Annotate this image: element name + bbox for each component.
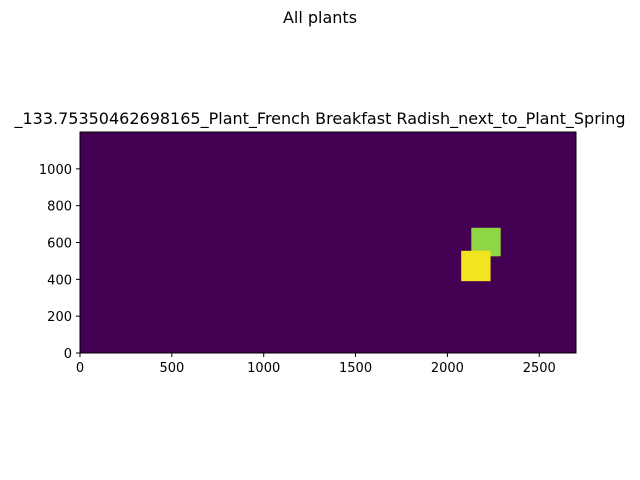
x-tick-label: 1000 xyxy=(247,361,280,376)
y-tick-label: 400 xyxy=(47,273,72,288)
figure-suptitle: All plants xyxy=(283,8,357,27)
x-tick-label: 2500 xyxy=(523,361,556,376)
y-tick-label: 600 xyxy=(47,237,72,252)
heatmap-background xyxy=(80,132,576,353)
x-tick-label: 1500 xyxy=(339,361,372,376)
x-tick-label: 500 xyxy=(159,361,184,376)
plot-area: 0 500 1000 1500 2000 2500 0 200 400 600 800 1000 xyxy=(39,131,577,376)
heatmap-cell-1 xyxy=(461,250,491,282)
x-tick-label: 2000 xyxy=(431,361,464,376)
y-tick-label: 200 xyxy=(47,310,72,325)
y-tick-label: 800 xyxy=(47,200,72,215)
y-tick-label: 0 xyxy=(64,347,72,362)
y-tick-label: 1000 xyxy=(39,163,72,178)
axes-title: _133.75350462698165_Plant_French Breakfa… xyxy=(13,109,625,129)
x-tick-label: 0 xyxy=(76,361,84,376)
